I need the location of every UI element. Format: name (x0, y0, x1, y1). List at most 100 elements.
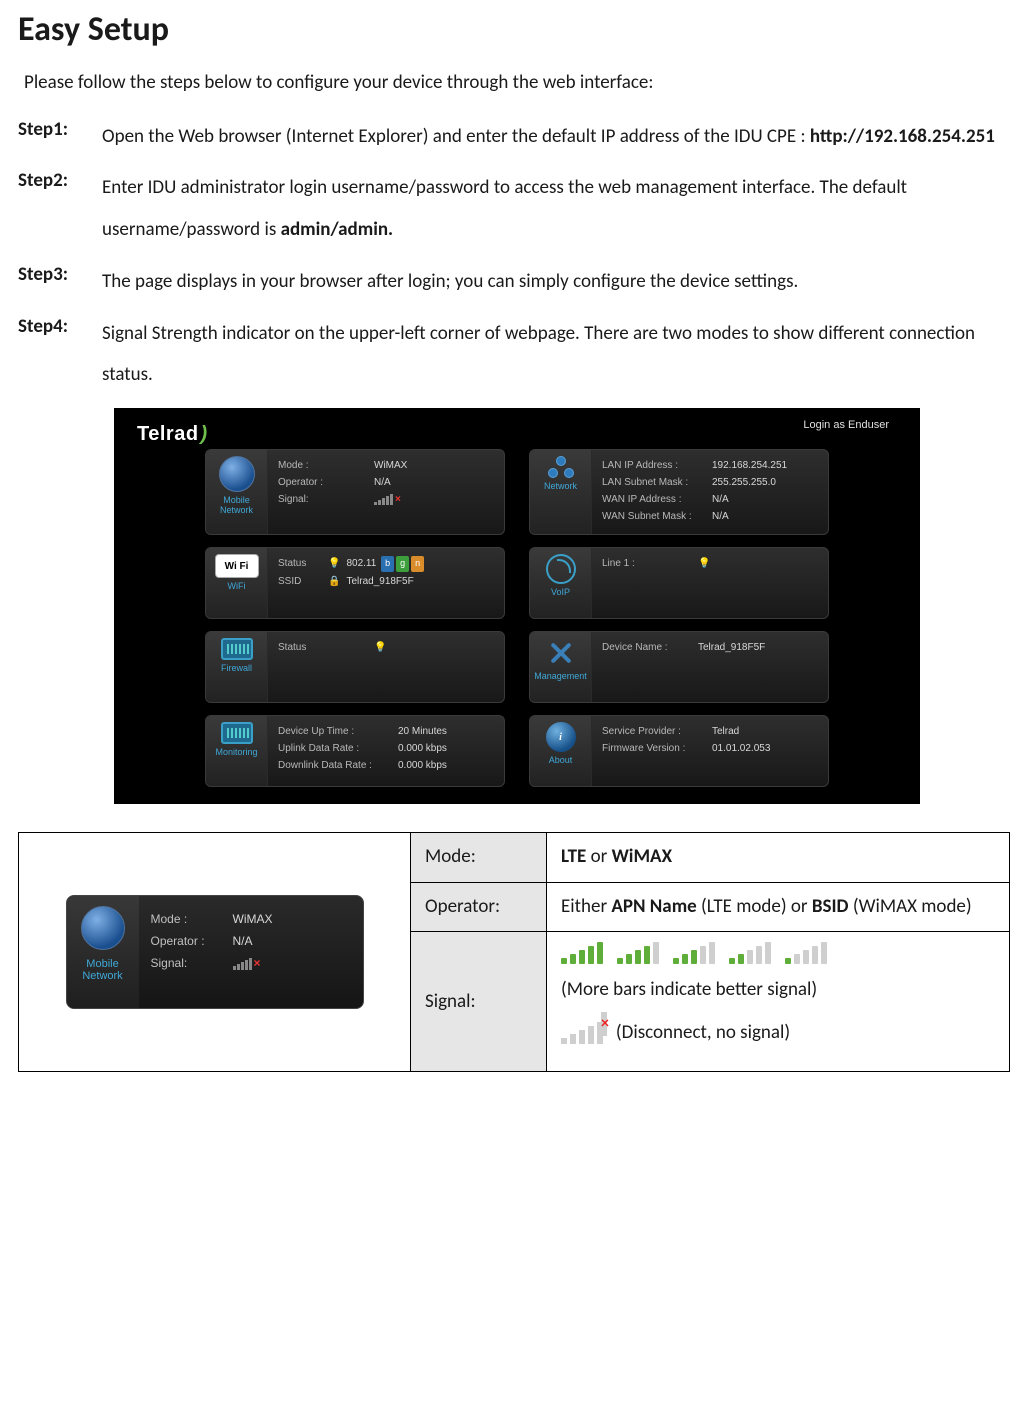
step-3: Step3: The page displays in your browser… (18, 261, 1010, 303)
signal-disconnect-icon: × (561, 1022, 603, 1044)
card-caption: WiFi (228, 582, 246, 592)
label: SSID (278, 574, 328, 589)
network-icon (548, 456, 574, 478)
wifi-std: 802.11 bgn (346, 556, 424, 572)
step-label: Step3: (18, 261, 102, 303)
globe-icon (81, 906, 125, 950)
step-label: Step2: (18, 167, 102, 251)
step-body: The page displays in your browser after … (102, 261, 1010, 303)
card-caption: Network (544, 482, 577, 492)
label: Downlink Data Rate : (278, 758, 398, 773)
step-body: Open the Web browser (Internet Explorer)… (102, 116, 1010, 158)
value: N/A (233, 932, 253, 950)
signal-bars (673, 942, 715, 964)
steps-list: Step1: Open the Web browser (Internet Ex… (18, 116, 1010, 397)
card-voip[interactable]: VoIP Line 1 :💡 (529, 547, 829, 619)
signal-more-text: (More bars indicate better signal) (561, 976, 995, 1005)
card-management[interactable]: Management Device Name :Telrad_918F5F (529, 631, 829, 703)
value: Telrad (712, 724, 739, 739)
step-label: Step1: (18, 116, 102, 158)
value: WiMAX (233, 910, 273, 928)
label: Mode : (151, 910, 233, 928)
card-network[interactable]: Network LAN IP Address :192.168.254.251 … (529, 449, 829, 535)
signal-bars (561, 942, 603, 964)
intro-text: Please follow the steps below to configu… (24, 69, 1010, 98)
value: N/A (712, 492, 729, 507)
dashboard-screenshot: Telrad) Login as Enduser Mobile Network … (114, 408, 920, 804)
operator-value: Either APN Name (LTE mode) or BSID (WiMA… (547, 882, 1010, 932)
signal-indicator: × (374, 492, 401, 507)
minicard-mobile-network: Mobile Network Mode :WiMAX Operator :N/A… (66, 895, 364, 1009)
value: N/A (712, 509, 729, 524)
monitor-icon (221, 722, 253, 744)
bulb-off-icon: 💡 (698, 556, 710, 571)
step-text: Signal Strength indicator on the upper-l… (102, 322, 975, 387)
signal-bars (729, 942, 771, 964)
label: WAN Subnet Mask : (602, 509, 712, 524)
label: LAN Subnet Mask : (602, 475, 712, 490)
card-caption: VoIP (551, 588, 570, 598)
card-about[interactable]: i About Service Provider :Telrad Firmwar… (529, 715, 829, 787)
signal-bar-sets (561, 942, 995, 964)
mode-value: LTE or WiMAX (547, 833, 1010, 883)
label: Signal: (151, 954, 233, 972)
card-caption: Monitoring (215, 748, 257, 758)
label: LAN IP Address : (602, 458, 712, 473)
card-caption: Mobile Network (206, 496, 267, 516)
card-mobile-network[interactable]: Mobile Network Mode :WiMAX Operator :N/A… (205, 449, 505, 535)
card-wifi[interactable]: Wi Fi WiFi Status 💡 802.11 bgn SSID (205, 547, 505, 619)
value: 192.168.254.251 (712, 458, 787, 473)
value: 01.01.02.053 (712, 741, 770, 756)
card-firewall[interactable]: Firewall Status💡 (205, 631, 505, 703)
signal-disconnect: × (Disconnect, no signal) (561, 1019, 995, 1048)
label: Line 1 : (602, 556, 698, 571)
label: Operator : (278, 475, 374, 490)
step-body: Signal Strength indicator on the upper-l… (102, 313, 1010, 397)
card-monitoring[interactable]: Monitoring Device Up Time :20 Minutes Up… (205, 715, 505, 787)
bulb-icon: 💡 (374, 640, 386, 655)
signal-info-table: Mobile Network Mode :WiMAX Operator :N/A… (18, 832, 1010, 1072)
value: 255.255.255.0 (712, 475, 776, 490)
step-2: Step2: Enter IDU administrator login use… (18, 167, 1010, 251)
step-text: The page displays in your browser after … (102, 270, 798, 293)
label: Status (278, 640, 374, 655)
step-text: Enter IDU administrator login username/p… (102, 176, 907, 241)
step-body: Enter IDU administrator login username/p… (102, 167, 1010, 251)
label: Mode : (278, 458, 374, 473)
label: Uplink Data Rate : (278, 741, 398, 756)
label: Firmware Version : (602, 741, 712, 756)
signal-label: Signal: (411, 932, 547, 1072)
label: Device Name : (602, 640, 698, 655)
value: 20 Minutes (398, 724, 447, 739)
label: WAN IP Address : (602, 492, 712, 507)
page-title: Easy Setup (18, 4, 1010, 55)
value: Telrad_918F5F (698, 640, 765, 655)
signal-bars (785, 942, 827, 964)
value: N/A (374, 475, 391, 490)
login-link[interactable]: Login as Enduser (803, 417, 889, 434)
step-4: Step4: Signal Strength indicator on the … (18, 313, 1010, 397)
step-bold: http://192.168.254.251 (810, 125, 995, 148)
signal-indicator: × (233, 954, 261, 972)
card-caption: Mobile Network (67, 958, 139, 982)
step-label: Step4: (18, 313, 102, 397)
label: Device Up Time : (278, 724, 398, 739)
value: 0.000 kbps (398, 741, 447, 756)
card-caption: Firewall (221, 664, 252, 674)
label: Operator : (151, 932, 233, 950)
label: Status (278, 556, 328, 572)
minicard-cell: Mobile Network Mode :WiMAX Operator :N/A… (19, 833, 411, 1072)
card-caption: About (549, 756, 573, 766)
value: Telrad_918F5F (346, 574, 413, 589)
step-text: Open the Web browser (Internet Explorer)… (102, 125, 810, 148)
brand-logo: Telrad) (137, 419, 208, 449)
bulb-icon: 💡 (328, 556, 340, 572)
card-caption: Management (534, 672, 587, 682)
tools-icon (546, 638, 576, 668)
signal-bars (617, 942, 659, 964)
wifi-icon: Wi Fi (215, 554, 259, 578)
phone-icon (546, 554, 576, 584)
value: 0.000 kbps (398, 758, 447, 773)
lock-icon: 🔒 (328, 574, 340, 589)
operator-label: Operator: (411, 882, 547, 932)
